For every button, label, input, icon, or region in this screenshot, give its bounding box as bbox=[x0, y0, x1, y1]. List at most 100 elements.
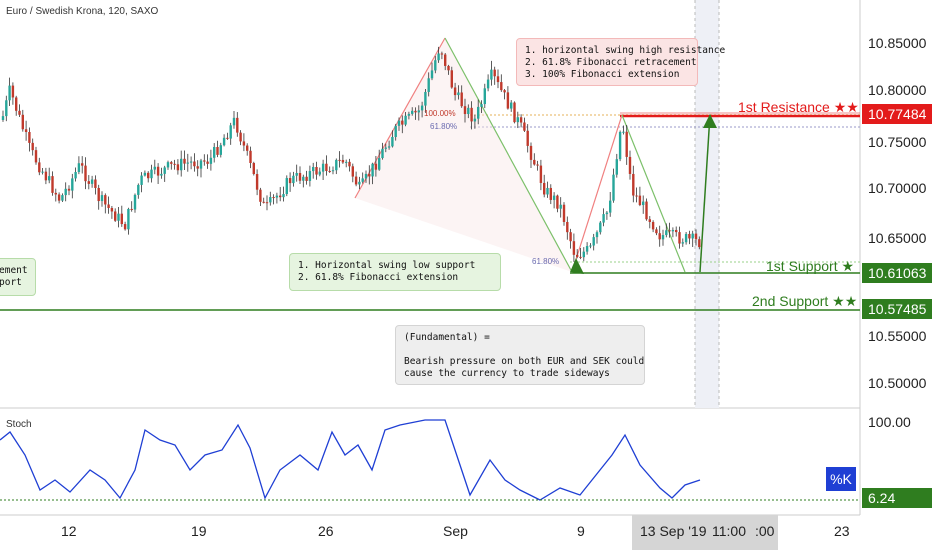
candle-body bbox=[361, 178, 364, 182]
candle-body bbox=[127, 208, 130, 230]
candle-body bbox=[513, 102, 516, 123]
candle-body bbox=[698, 239, 701, 248]
support2-price-box[interactable]: 10.57485 bbox=[862, 299, 932, 319]
candle-body bbox=[420, 105, 424, 111]
stoch-k-badge[interactable]: %K bbox=[826, 467, 856, 491]
candle-body bbox=[562, 204, 566, 222]
candle-body bbox=[150, 169, 153, 179]
candle-body bbox=[460, 92, 463, 107]
candle-body bbox=[612, 174, 615, 201]
fundamental-note[interactable]: (Fundamental) = Bearish pressure on both… bbox=[395, 325, 645, 385]
candle-body bbox=[368, 173, 371, 177]
candle-body bbox=[651, 222, 655, 230]
candle-body bbox=[602, 214, 605, 223]
candle-body bbox=[31, 142, 34, 151]
candle-body bbox=[308, 171, 312, 181]
candle-body bbox=[632, 173, 635, 196]
candle-body bbox=[328, 170, 331, 172]
candle-body bbox=[427, 78, 430, 92]
projection-arrow bbox=[699, 114, 711, 273]
candle-body bbox=[688, 233, 691, 239]
pattern-leg-down-2 bbox=[621, 114, 686, 273]
candle-body bbox=[467, 107, 470, 115]
candle-body bbox=[226, 137, 229, 139]
candle-body bbox=[566, 221, 569, 233]
candle-body bbox=[374, 163, 378, 170]
candle-body bbox=[15, 97, 18, 111]
candle-body bbox=[628, 156, 632, 174]
candle-body bbox=[371, 163, 374, 177]
candle-body bbox=[222, 137, 226, 146]
price-tick-3: 10.75000 bbox=[868, 134, 927, 150]
candle-body bbox=[298, 172, 302, 181]
candle-body bbox=[605, 212, 609, 215]
candle-body bbox=[255, 174, 259, 190]
candle-body bbox=[196, 166, 199, 169]
candle-body bbox=[1, 116, 5, 120]
candle-body bbox=[295, 172, 298, 176]
candle-body bbox=[496, 76, 500, 83]
candle-body bbox=[387, 146, 391, 148]
candle-body bbox=[203, 160, 206, 162]
candle-body bbox=[645, 201, 648, 220]
support-note[interactable]: 1. Horizontal swing low support 2. 61.8%… bbox=[289, 253, 501, 291]
left-partial-note[interactable]: ement port bbox=[0, 258, 36, 296]
candle-body bbox=[239, 132, 242, 142]
resistance-price-box[interactable]: 10.77484 bbox=[862, 104, 932, 124]
date-tick-sep: Sep bbox=[443, 523, 468, 539]
candle-body bbox=[658, 233, 661, 240]
candle-body bbox=[470, 107, 473, 122]
candle-body bbox=[430, 70, 434, 79]
candle-body bbox=[341, 160, 345, 163]
candlestick-series[interactable] bbox=[1, 46, 701, 262]
pattern-leg-up-1 bbox=[354, 37, 446, 199]
candle-body bbox=[252, 163, 255, 175]
candle-body bbox=[609, 200, 612, 213]
candle-body bbox=[404, 115, 407, 125]
candle-body bbox=[635, 195, 638, 197]
candle-body bbox=[450, 70, 453, 88]
crosshair-date-box bbox=[632, 515, 778, 550]
low-marker bbox=[570, 258, 584, 274]
candle-body bbox=[24, 129, 28, 133]
candle-body bbox=[302, 176, 305, 181]
candle-body bbox=[424, 91, 427, 106]
candle-body bbox=[549, 187, 552, 200]
candle-body bbox=[189, 161, 193, 163]
crosshair-date: 13 Sep '19 bbox=[640, 523, 707, 539]
date-tick-23: 23 bbox=[834, 523, 850, 539]
candle-body bbox=[351, 166, 354, 177]
crosshair-extra: :00 bbox=[755, 523, 775, 539]
candle-body bbox=[173, 163, 176, 165]
candle-body bbox=[523, 122, 526, 131]
resistance-note[interactable]: 1. horizontal swing high resistance 2. 6… bbox=[516, 38, 725, 86]
date-tick-12: 12 bbox=[61, 523, 77, 539]
candle-body bbox=[61, 195, 64, 201]
candle-body bbox=[272, 197, 275, 199]
candle-body bbox=[206, 161, 209, 164]
candle-body bbox=[579, 256, 582, 258]
candle-body bbox=[582, 251, 585, 258]
candle-body bbox=[345, 161, 348, 163]
candle-body bbox=[381, 148, 384, 159]
candle-body bbox=[490, 69, 493, 80]
stoch-tick-100: 100.00 bbox=[868, 414, 911, 430]
candle-body bbox=[599, 222, 602, 233]
candle-body bbox=[615, 159, 618, 175]
candle-body bbox=[473, 118, 477, 122]
candle-body bbox=[543, 182, 546, 195]
candle-body bbox=[675, 229, 678, 233]
candle-body bbox=[503, 90, 506, 93]
candle-body bbox=[394, 125, 397, 137]
candle-body bbox=[84, 165, 87, 182]
candle-body bbox=[691, 233, 694, 239]
candle-body bbox=[160, 173, 163, 176]
candle-body bbox=[219, 145, 222, 155]
candle-body bbox=[120, 213, 123, 225]
date-tick-19: 19 bbox=[191, 523, 207, 539]
candle-body bbox=[678, 232, 681, 244]
candle-body bbox=[163, 167, 166, 174]
candle-body bbox=[335, 159, 338, 171]
candle-body bbox=[447, 65, 450, 71]
support1-price-box[interactable]: 10.61063 bbox=[862, 263, 932, 283]
